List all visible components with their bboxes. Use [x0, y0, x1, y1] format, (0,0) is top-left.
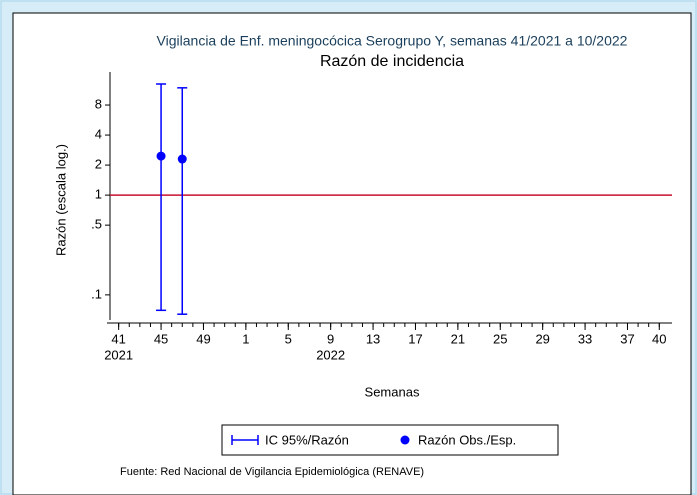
- y-tick-label: .1: [91, 286, 102, 301]
- y-tick-label: 1: [95, 187, 102, 202]
- x-tick-label: 37: [620, 331, 634, 346]
- x-tick-label: 45: [154, 331, 168, 346]
- chart-title: Vigilancia de Enf. meningocócica Serogru…: [157, 33, 628, 49]
- y-tick-label: 8: [95, 96, 102, 111]
- chart-subtitle: Razón de incidencia: [320, 53, 464, 70]
- y-axis-label: Razón (escala log.): [53, 144, 68, 256]
- y-tick-label: .5: [91, 217, 102, 232]
- x-tick-label: 17: [408, 331, 422, 346]
- source-note: Fuente: Red Nacional de Vigilancia Epide…: [120, 466, 424, 478]
- legend-box: [221, 424, 559, 456]
- legend-label: Razón Obs./Esp.: [418, 432, 516, 447]
- x-tick-label: 9: [327, 331, 334, 346]
- year-label: 2022: [316, 347, 345, 362]
- legend-label: IC 95%/Razón: [265, 432, 349, 447]
- x-axis-label: Semanas: [365, 384, 420, 399]
- x-tick-label: 1: [242, 331, 249, 346]
- x-tick-label: 13: [366, 331, 380, 346]
- y-tick-label: 4: [95, 126, 102, 141]
- year-label: 2021: [104, 347, 133, 362]
- x-tick-label: 33: [578, 331, 592, 346]
- point: [177, 154, 187, 164]
- x-tick-label: 49: [196, 331, 210, 346]
- x-tick-label: 5: [285, 331, 292, 346]
- y-tick-label: 2: [95, 157, 102, 172]
- x-tick-label: 41: [111, 331, 125, 346]
- point: [156, 151, 166, 161]
- x-tick-label: 40: [652, 331, 666, 346]
- legend-point: [400, 435, 410, 445]
- graph-region: [12, 12, 692, 495]
- x-tick-label: 29: [535, 331, 549, 346]
- x-tick-label: 25: [493, 331, 507, 346]
- x-tick-label: 21: [451, 331, 465, 346]
